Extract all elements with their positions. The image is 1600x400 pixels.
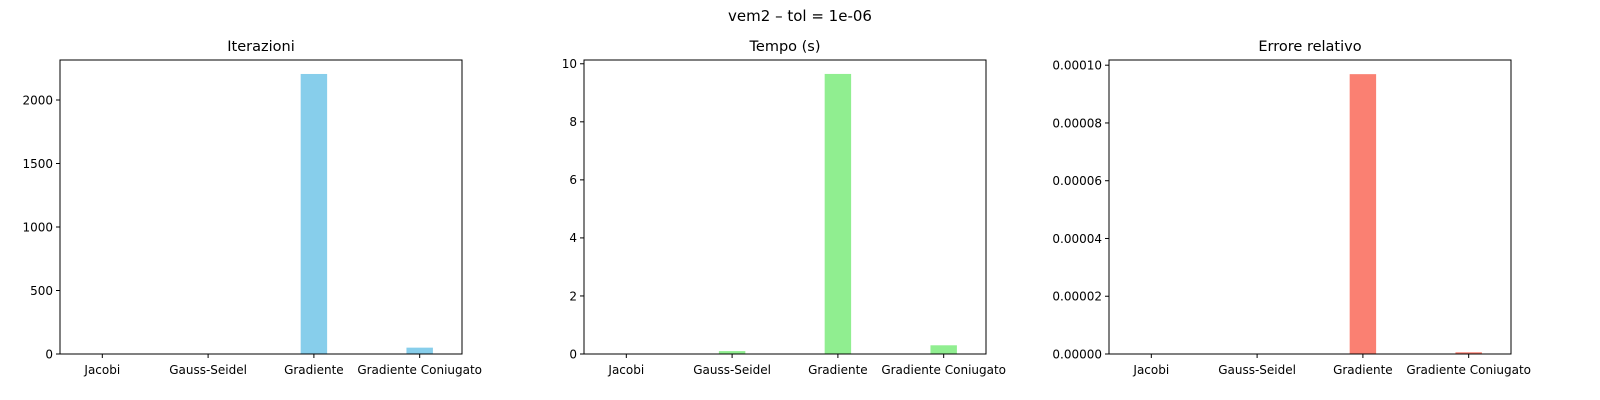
ytick-label-iterazioni-1: 500 <box>30 284 53 298</box>
ytick-label-tempo-5: 10 <box>562 57 577 71</box>
axes-frame-iterazioni <box>59 59 463 355</box>
figure-suptitle: vem2 – tol = 1e-06 <box>728 7 872 25</box>
ytick-label-iterazioni-2: 1000 <box>22 220 53 234</box>
xtick-label-tempo-3: Gradiente Coniugato <box>881 363 1006 377</box>
chart-title-iterazioni: Iterazioni <box>227 39 294 55</box>
ytick-label-tempo-0: 0 <box>569 347 577 361</box>
xtick-label-iterazioni-1: Gauss-Seidel <box>169 363 247 377</box>
ytick-label-tempo-4: 8 <box>569 115 577 129</box>
ytick-label-errore-5: 0.00010 <box>1052 58 1102 72</box>
xtick-label-errore-1: Gauss-Seidel <box>1218 363 1296 377</box>
xtick-label-iterazioni-2: Gradiente <box>284 363 344 377</box>
bar-tempo-1 <box>718 351 746 354</box>
chart-panel-tempo: 0 2 4 6 8 10 Jacobi Gauss-Seidel Gradiente Gradie… <box>562 39 1006 377</box>
xtick-label-errore-3: Gradiente Coniugato <box>1406 363 1531 377</box>
ytick-label-errore-1: 0.00002 <box>1052 290 1102 304</box>
chart-title-errore: Errore relativo <box>1258 39 1361 55</box>
ytick-label-tempo-2: 4 <box>569 231 577 245</box>
xtick-label-errore-2: Gradiente <box>1333 363 1393 377</box>
xtick-label-tempo-0: Jacobi <box>607 363 644 377</box>
xtick-label-iterazioni-0: Jacobi <box>83 363 120 377</box>
xtick-label-iterazioni-3: Gradiente Coniugato <box>357 363 482 377</box>
xtick-label-tempo-1: Gauss-Seidel <box>693 363 771 377</box>
ytick-label-iterazioni-4: 2000 <box>22 93 53 107</box>
ytick-label-errore-0: 0.00000 <box>1052 347 1102 361</box>
bar-errore-3 <box>1455 352 1482 354</box>
xtick-label-errore-0: Jacobi <box>1132 363 1169 377</box>
ytick-label-errore-4: 0.00008 <box>1052 116 1102 130</box>
chart-panel-iterazioni: 0 500 1000 1500 2000 Jacobi Gauss-Seidel Gradie… <box>22 39 482 377</box>
chart-panel-errore: 0.00000 0.00002 0.00004 0.00006 0.00008 0.000… <box>1052 39 1531 377</box>
bar-iterazioni-3 <box>406 347 433 354</box>
ytick-label-iterazioni-3: 1500 <box>22 157 53 171</box>
bar-tempo-3 <box>930 345 957 354</box>
chart-title-tempo: Tempo (s) <box>749 39 821 55</box>
bar-tempo-2 <box>824 73 852 354</box>
ytick-label-errore-2: 0.00004 <box>1052 232 1102 246</box>
bar-errore-2 <box>1349 74 1377 354</box>
axes-frame-errore <box>1108 59 1512 355</box>
axes-frame-tempo <box>583 59 987 355</box>
xtick-label-tempo-2: Gradiente <box>808 363 868 377</box>
ytick-label-tempo-1: 2 <box>569 289 577 303</box>
ytick-label-iterazioni-0: 0 <box>45 347 53 361</box>
ytick-label-tempo-3: 6 <box>569 173 577 187</box>
bar-iterazioni-2 <box>300 73 328 355</box>
ytick-label-errore-3: 0.00006 <box>1052 174 1102 188</box>
